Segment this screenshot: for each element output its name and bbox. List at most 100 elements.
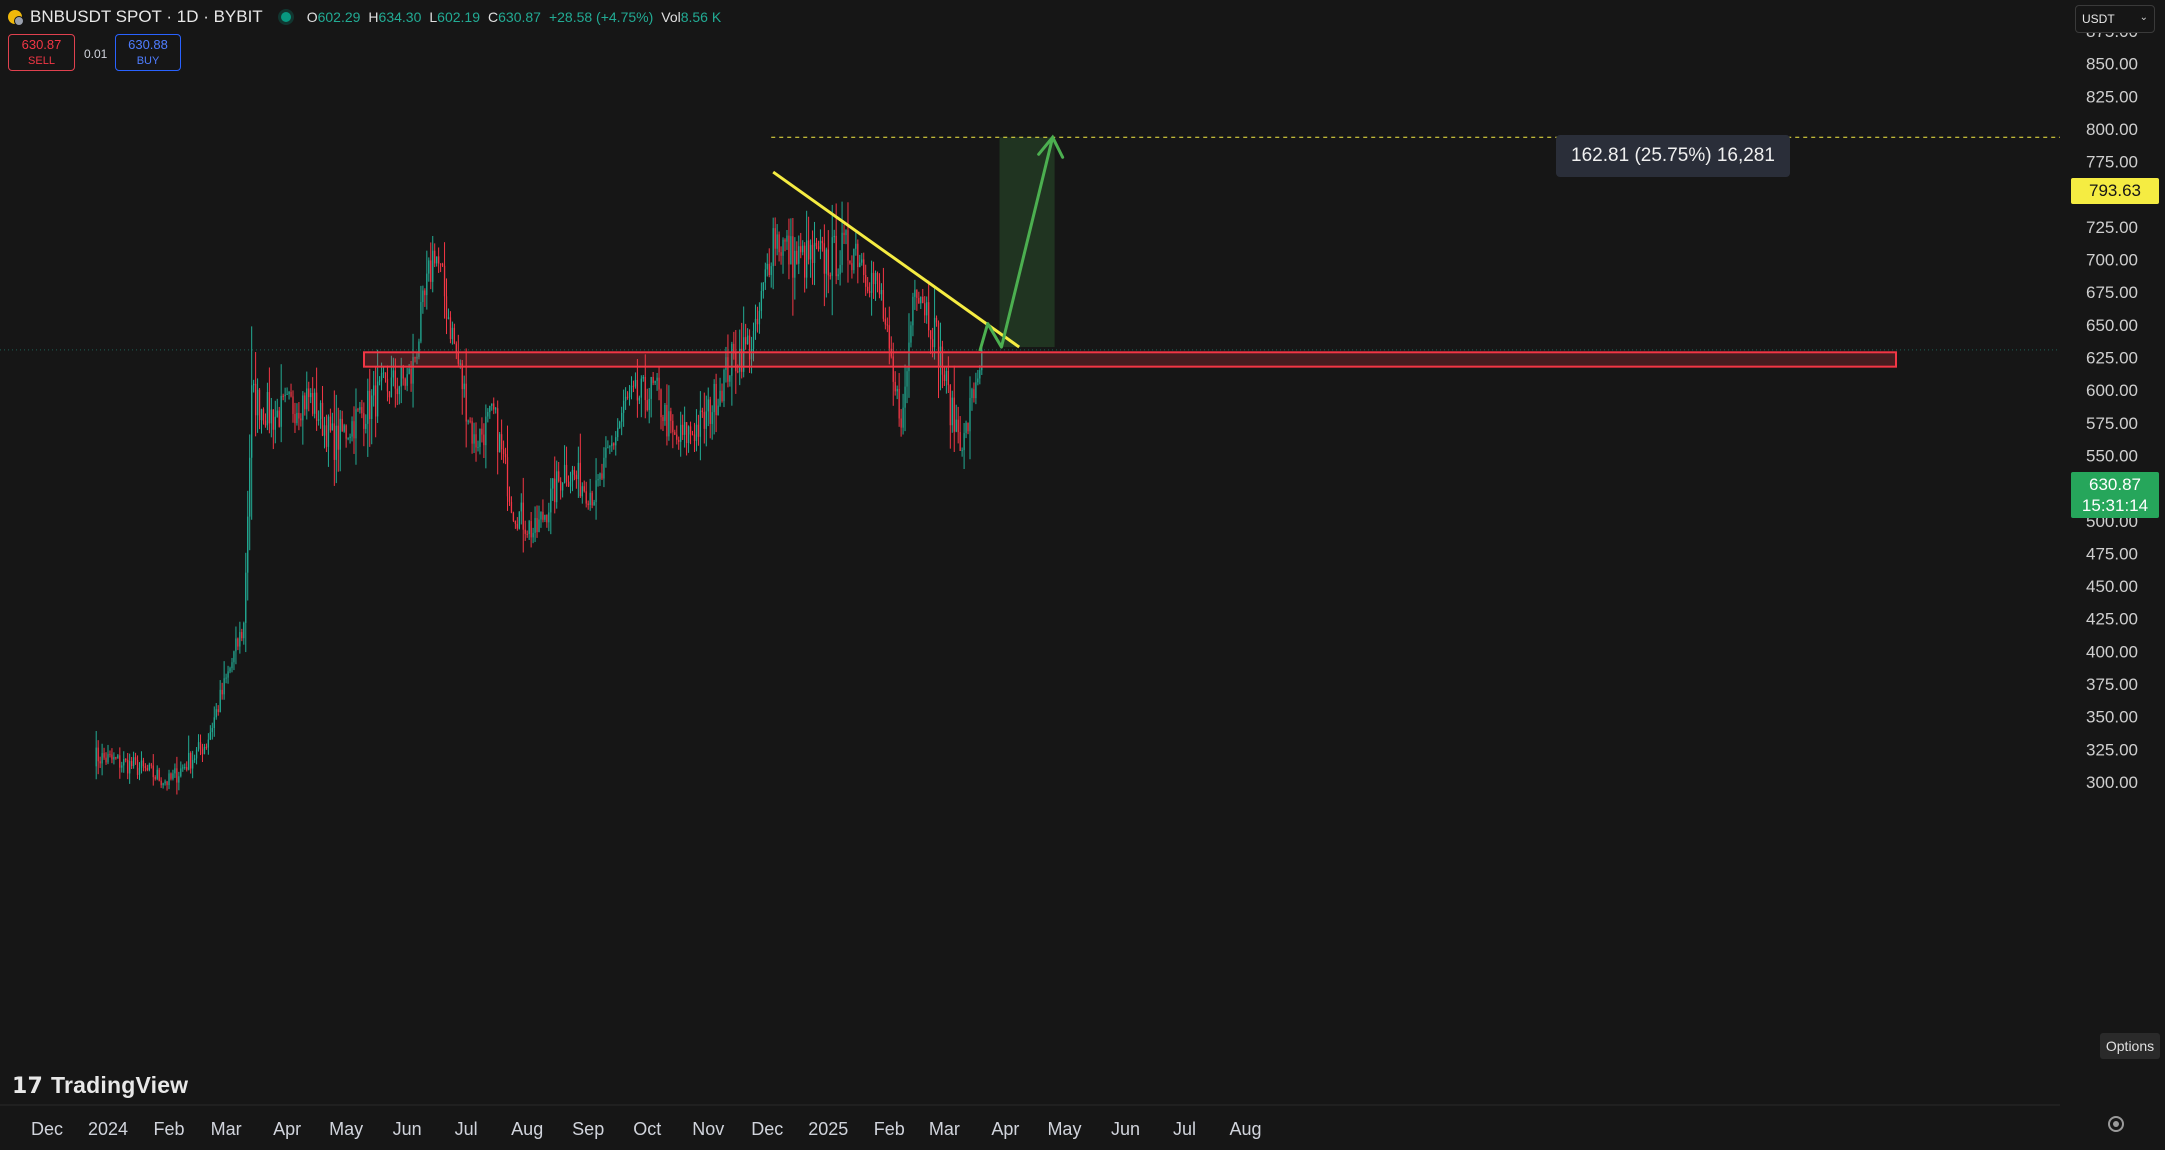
price-tick-label: 450.00	[2086, 577, 2138, 596]
candle-body	[520, 502, 522, 512]
candle-body	[323, 425, 326, 436]
candle-body	[426, 273, 428, 296]
candle-body	[193, 758, 196, 761]
candle-body	[772, 228, 774, 267]
candle-body	[827, 249, 829, 276]
candle-body	[595, 480, 597, 503]
ohlc-values: O602.29 H634.30 L602.19 C630.87 +28.58 (…	[307, 9, 722, 25]
high-value: 634.30	[378, 9, 422, 25]
candle-body	[707, 399, 709, 412]
candle-body	[402, 366, 404, 379]
candle-body	[239, 632, 241, 647]
candle-body	[227, 671, 229, 678]
sell-price: 630.87	[21, 37, 62, 52]
candle-body	[552, 478, 554, 489]
candle-body	[953, 397, 955, 432]
open-value: 602.29	[317, 9, 361, 25]
candle-body	[95, 747, 97, 767]
candle-body	[142, 760, 145, 767]
currency-select[interactable]: USDT ⌄	[2075, 5, 2155, 33]
candle-body	[615, 437, 617, 446]
candle-body	[764, 269, 766, 283]
candle-body	[945, 370, 948, 382]
candle-body	[581, 486, 583, 497]
candle-body	[254, 383, 257, 416]
candle-body	[701, 410, 703, 413]
buy-label: BUY	[136, 55, 160, 67]
candle-body	[150, 764, 152, 766]
time-tick-label: Dec	[31, 1119, 63, 1139]
candle-body	[412, 357, 414, 384]
candle-body	[926, 302, 928, 316]
symbol-title[interactable]: BNBUSDT SPOT · 1D · BYBIT	[30, 7, 263, 26]
projection-path[interactable]	[978, 136, 1055, 352]
candle-body	[979, 370, 981, 379]
candle-body	[577, 462, 580, 480]
candle-body	[451, 327, 454, 340]
candle-body	[662, 417, 664, 422]
candle-body	[656, 377, 658, 381]
price-tick-label: 650.00	[2086, 316, 2138, 335]
price-tick-label: 550.00	[2086, 446, 2138, 465]
candle-body	[546, 514, 548, 523]
candle-body	[331, 423, 334, 431]
candle-body	[849, 260, 851, 264]
projection-arrowhead	[1037, 134, 1065, 159]
measure-label[interactable]: 162.81 (25.75%) 16,281	[1556, 135, 1790, 177]
volume-value: 8.56 K	[680, 9, 722, 25]
price-tick-label: 775.00	[2086, 153, 2138, 172]
candle-body	[422, 290, 424, 303]
sell-button[interactable]: 630.87 SELL	[8, 34, 75, 71]
candle-body	[349, 436, 351, 439]
candle-body	[863, 259, 865, 276]
candle-body	[865, 275, 867, 287]
candle-body	[184, 767, 186, 769]
candle-body	[796, 250, 798, 264]
candle-body	[441, 263, 444, 266]
candle-body	[971, 389, 973, 398]
candle-body	[819, 240, 822, 250]
candle-body	[485, 416, 487, 446]
candle-body	[770, 266, 772, 275]
candle-body	[264, 420, 267, 426]
candle-body	[540, 511, 542, 520]
candle-body	[829, 275, 831, 277]
candle-body	[906, 371, 908, 387]
candle-body	[272, 409, 274, 430]
candle-body	[833, 235, 835, 238]
buy-button[interactable]: 630.88 BUY	[115, 34, 181, 71]
candle-body	[325, 425, 328, 447]
candle-body	[931, 339, 934, 348]
candle-body	[215, 709, 217, 718]
candle-body	[876, 273, 879, 281]
candle-body	[388, 391, 391, 398]
candle-body	[530, 521, 532, 538]
candle-body	[886, 324, 888, 326]
tradingview-logo[interactable]: 𝟭𝟳 TradingView	[12, 1072, 188, 1099]
candle-body	[465, 383, 467, 422]
candle-body	[703, 412, 705, 429]
candle-body	[687, 426, 690, 444]
resistance-zone[interactable]	[363, 351, 1897, 368]
candle-body	[619, 421, 621, 428]
candle-body	[744, 337, 747, 345]
candle-body	[746, 335, 749, 345]
candle-body	[528, 521, 530, 535]
candle-body	[857, 243, 859, 268]
candle-body	[152, 765, 154, 778]
time-tick-label: Feb	[154, 1119, 185, 1139]
candle-body	[489, 405, 491, 413]
candle-body	[554, 478, 556, 503]
candle-body	[394, 370, 396, 389]
descending-trendline[interactable]	[772, 170, 1021, 349]
candle-body	[341, 418, 343, 432]
candle-body	[109, 754, 111, 756]
candle-body	[406, 374, 408, 386]
candle-body	[158, 769, 160, 781]
candle-body	[156, 769, 158, 779]
settings-gear-icon[interactable]	[2108, 1116, 2124, 1132]
candle-body	[430, 260, 432, 282]
candle-body	[363, 413, 365, 429]
options-button[interactable]: Options	[2100, 1033, 2160, 1059]
